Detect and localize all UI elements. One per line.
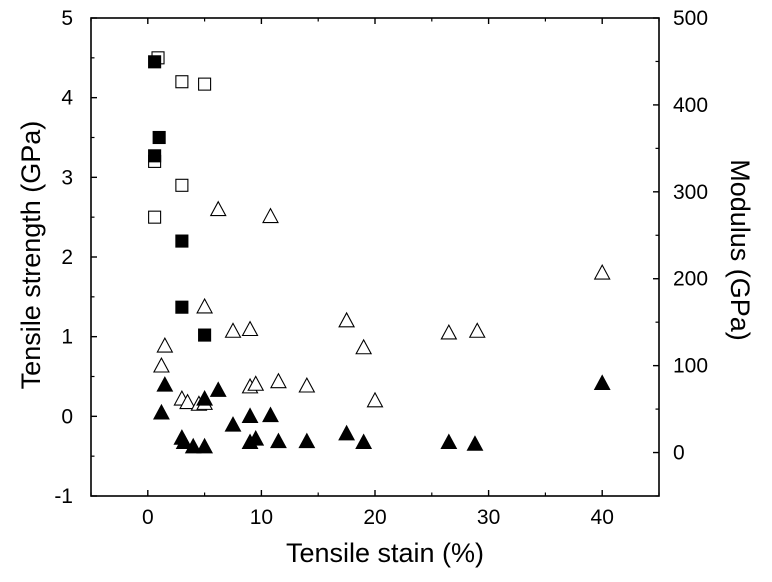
open-triangle-point xyxy=(338,311,356,328)
y-left-tick-label: 2 xyxy=(61,246,73,269)
filled-triangle-point xyxy=(196,390,214,406)
filled-triangle-point xyxy=(224,416,242,432)
open-square-point xyxy=(175,178,189,192)
filled-triangle-point xyxy=(298,432,316,449)
x-axis-title: Tensile stain (%) xyxy=(286,538,484,568)
y-left-tick-label: -1 xyxy=(54,485,73,508)
y-right-tick-label: 300 xyxy=(673,181,708,204)
filled-triangle-point xyxy=(466,435,484,451)
y-axis-left-title: Tensile strength (GPa) xyxy=(16,121,46,390)
filled-triangle-point xyxy=(175,433,193,450)
open-triangle-point xyxy=(440,323,458,340)
filled-square-point xyxy=(175,234,189,248)
y-left-tick-label: 4 xyxy=(61,87,73,110)
ticks: 0 10 20 30 40 -1 0 1 2 3 4 5 0 100 200 300 400 500 xyxy=(54,7,708,529)
filled-triangle-point xyxy=(241,407,259,423)
x-tick-label: 40 xyxy=(591,506,614,529)
open-triangle-point xyxy=(247,375,265,391)
data-points xyxy=(148,51,611,454)
x-tick-label: 20 xyxy=(363,506,386,529)
y-left-tick-label: 0 xyxy=(61,405,73,428)
filled-square-point xyxy=(175,300,189,314)
open-triangle-point xyxy=(593,263,611,280)
filled-triangle-point xyxy=(184,437,202,454)
open-triangle-point xyxy=(262,207,279,224)
y-right-tick-label: 500 xyxy=(673,7,708,30)
open-triangle-point xyxy=(196,297,214,314)
filled-triangle-point xyxy=(262,406,279,423)
filled-square-point xyxy=(152,130,166,145)
open-triangle-point xyxy=(224,322,242,338)
axes xyxy=(90,17,660,497)
open-triangle-point xyxy=(156,336,174,353)
open-triangle-point xyxy=(153,356,170,373)
open-triangle-point xyxy=(241,320,259,337)
x-tick-label: 30 xyxy=(477,506,500,529)
open-square-point xyxy=(148,210,162,224)
y-right-tick-label: 200 xyxy=(673,268,708,291)
x-tick-label: 10 xyxy=(250,506,273,529)
filled-square-point xyxy=(198,328,212,342)
filled-triangle-point xyxy=(338,424,356,441)
filled-triangle-point xyxy=(153,403,170,420)
plot-frame xyxy=(90,17,660,497)
open-square-point xyxy=(198,77,212,91)
filled-triangle-point xyxy=(270,432,287,449)
open-triangle-point xyxy=(179,393,196,410)
filled-triangle-point xyxy=(355,433,373,450)
y-right-tick-label: 0 xyxy=(673,442,685,465)
y-right-tick-label: 100 xyxy=(673,355,708,378)
open-triangle-point xyxy=(298,376,316,393)
filled-square-point xyxy=(148,55,162,69)
x-tick-label: 0 xyxy=(142,506,154,529)
filled-triangle-point xyxy=(241,433,259,450)
filled-triangle-point xyxy=(440,433,458,450)
open-triangle-point xyxy=(366,391,384,408)
y-left-tick-label: 5 xyxy=(61,7,73,30)
y-axis-right-title: Modulus (GPa) xyxy=(725,159,755,341)
filled-triangle-point xyxy=(209,381,227,397)
open-triangle-point xyxy=(209,200,227,217)
open-triangle-point xyxy=(468,322,486,338)
filled-square-point xyxy=(148,149,162,163)
open-triangle-point xyxy=(270,372,287,389)
filled-triangle-point xyxy=(593,374,611,390)
y-right-tick-label: 400 xyxy=(673,94,708,117)
filled-triangle-point xyxy=(196,437,214,454)
y-left-tick-label: 3 xyxy=(61,166,73,189)
open-square-point xyxy=(175,75,189,89)
filled-triangle-point xyxy=(156,376,174,392)
open-triangle-point xyxy=(355,338,373,355)
y-left-tick-label: 1 xyxy=(61,326,73,349)
